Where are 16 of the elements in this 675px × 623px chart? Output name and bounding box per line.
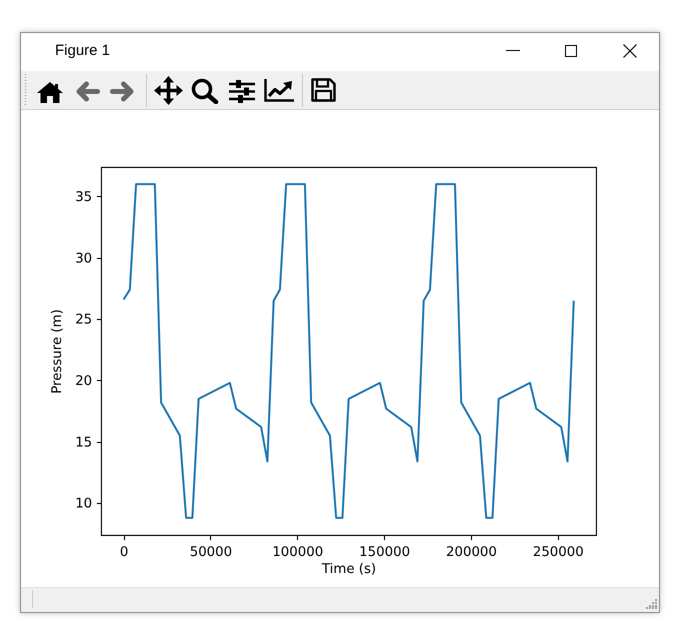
line-series bbox=[122, 183, 575, 519]
y-tick-label: 30 bbox=[75, 251, 92, 266]
x-tick-label: 0 bbox=[120, 544, 128, 560]
y-tick-label: 20 bbox=[75, 374, 92, 389]
caption: Figure 1 bbox=[55, 42, 110, 60]
x-tick-label: 50000 bbox=[190, 544, 232, 560]
x-tick-label: 200000 bbox=[446, 544, 497, 560]
x-tick-label: 250000 bbox=[532, 544, 584, 560]
y-tick-label: 35 bbox=[75, 190, 92, 205]
y-tick-label: 10 bbox=[75, 496, 92, 512]
x-axis-title: Time (s) bbox=[320, 562, 376, 578]
y-tick-label: 15 bbox=[75, 435, 92, 450]
y-axis-title: Pressure (m) bbox=[50, 309, 66, 394]
x-tick-label: 100000 bbox=[272, 544, 324, 560]
y-tick-label: 25 bbox=[75, 312, 92, 328]
x-tick-label: 150000 bbox=[359, 544, 410, 560]
